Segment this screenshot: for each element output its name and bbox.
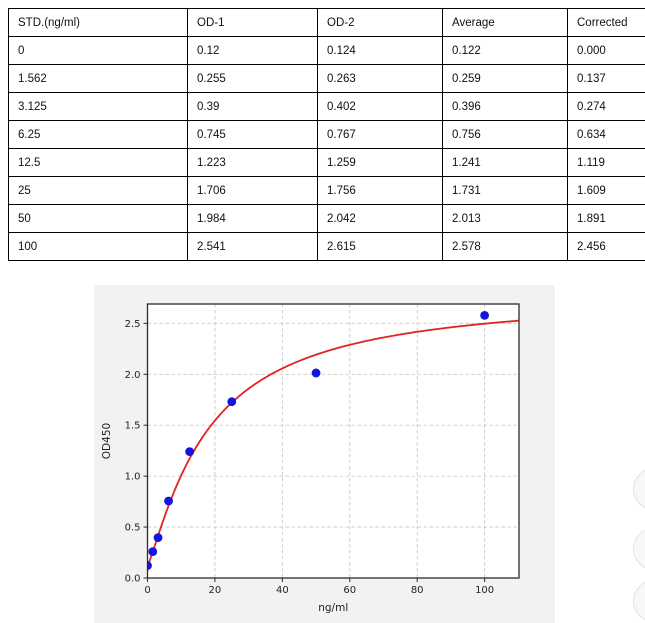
data-point <box>311 368 321 378</box>
x-tick-label: 80 <box>411 585 424 596</box>
table-row: 12.5 1.223 1.259 1.241 1.119 <box>8 148 645 177</box>
table-cell: 1.119 <box>567 148 645 177</box>
standard-curve-figure: 0 20 40 60 80 100 0.0 0.5 1.0 1.5 2.0 2.5 ng/ml OD450 <box>94 285 555 623</box>
table-cell: 1.891 <box>567 204 645 233</box>
table-cell: 0.255 <box>187 64 318 93</box>
table-cell: 12.5 <box>8 148 188 177</box>
table-cell: 2.541 <box>187 232 318 261</box>
floating-widget-button[interactable] <box>633 528 645 570</box>
y-tick-label: 2.0 <box>125 370 141 381</box>
table-cell: 0.122 <box>442 36 568 65</box>
table-cell: 0.767 <box>317 120 443 149</box>
table-row: 100 2.541 2.615 2.578 2.456 <box>8 232 645 261</box>
table-cell: 1.706 <box>187 176 318 205</box>
table-cell: 0.402 <box>317 92 443 121</box>
table-cell: 2.456 <box>567 232 645 261</box>
y-tick-label: 1.0 <box>125 472 141 483</box>
table-cell: 0.396 <box>442 92 568 121</box>
column-header: OD-1 <box>187 8 318 37</box>
table-cell: 0.745 <box>187 120 318 149</box>
table-cell: 2.615 <box>317 232 443 261</box>
column-header: Corrected <box>567 8 645 37</box>
data-point <box>227 397 237 407</box>
data-point <box>164 496 173 506</box>
y-tick-label: 1.5 <box>125 421 141 432</box>
x-tick-label: 100 <box>475 585 494 596</box>
table-cell: 2.578 <box>442 232 568 261</box>
table-cell: 0.756 <box>442 120 568 149</box>
x-tick-label: 20 <box>209 585 222 596</box>
table-cell: 0.124 <box>317 36 443 65</box>
data-point <box>185 447 195 456</box>
table-row: 1.562 0.255 0.263 0.259 0.137 <box>8 64 645 93</box>
table-cell: 1.984 <box>187 204 318 233</box>
column-header: STD.(ng/ml) <box>8 8 188 37</box>
y-tick-label: 0.5 <box>125 523 141 534</box>
y-tick-label: 0.0 <box>125 574 141 585</box>
x-tick-label: 0 <box>144 585 150 596</box>
table-cell: 0.12 <box>187 36 318 65</box>
table-cell: 1.731 <box>442 176 568 205</box>
table-header-row: STD.(ng/ml) OD-1 OD-2 Average Corrected <box>8 8 645 37</box>
table-cell: 1.609 <box>567 176 645 205</box>
standards-data-table: STD.(ng/ml) OD-1 OD-2 Average Corrected … <box>8 8 645 261</box>
table-cell: 1.241 <box>442 148 568 177</box>
table-cell: 0.137 <box>567 64 645 93</box>
data-point <box>147 561 152 570</box>
x-tick-label: 60 <box>343 585 356 596</box>
floating-widget-button[interactable] <box>633 580 645 622</box>
x-tick-label: 40 <box>276 585 289 596</box>
data-point <box>148 547 158 557</box>
column-header: Average <box>442 8 568 37</box>
y-axis-label: OD450 <box>101 423 113 459</box>
table-row: 0 0.12 0.124 0.122 0.000 <box>8 36 645 65</box>
table-cell: 0 <box>8 36 188 65</box>
plot-border <box>146 303 520 579</box>
table-row: 3.125 0.39 0.402 0.396 0.274 <box>8 92 645 121</box>
table-cell: 0.263 <box>317 64 443 93</box>
table-cell: 0.634 <box>567 120 645 149</box>
table-cell: 2.042 <box>317 204 443 233</box>
table-cell: 3.125 <box>8 92 188 121</box>
standard-curve-chart: 0 20 40 60 80 100 0.0 0.5 1.0 1.5 2.0 2.5 ng/ml OD450 <box>94 285 555 623</box>
table-cell: 25 <box>8 176 188 205</box>
table-cell: 100 <box>8 232 188 261</box>
table-row: 25 1.706 1.756 1.731 1.609 <box>8 176 645 205</box>
x-axis-label: ng/ml <box>318 602 348 614</box>
table-cell: 0.259 <box>442 64 568 93</box>
table-row: 6.25 0.745 0.767 0.756 0.634 <box>8 120 645 149</box>
table-cell: 50 <box>8 204 188 233</box>
table-cell: 0.000 <box>567 36 645 65</box>
table-row: 50 1.984 2.042 2.013 1.891 <box>8 204 645 233</box>
table-cell: 1.223 <box>187 148 318 177</box>
table-cell: 1.562 <box>8 64 188 93</box>
data-point <box>153 533 163 543</box>
floating-widget-button[interactable] <box>633 468 645 510</box>
fit-curve <box>147 319 519 566</box>
plot-area <box>147 304 519 578</box>
table-cell: 0.274 <box>567 92 645 121</box>
table-cell: 0.39 <box>187 92 318 121</box>
column-header: OD-2 <box>317 8 443 37</box>
y-tick-label: 2.5 <box>125 319 141 330</box>
data-point <box>480 311 490 320</box>
table-cell: 6.25 <box>8 120 188 149</box>
table-cell: 1.259 <box>317 148 443 177</box>
table-cell: 2.013 <box>442 204 568 233</box>
table-cell: 1.756 <box>317 176 443 205</box>
